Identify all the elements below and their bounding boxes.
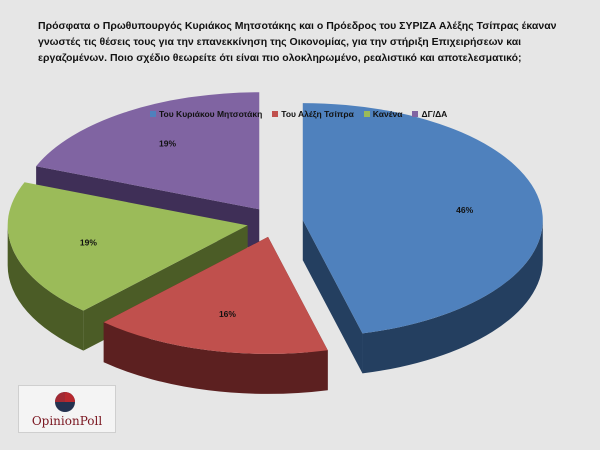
legend-label-dk: ΔΓ/ΔΑ <box>421 109 448 119</box>
pie-slice-dk <box>36 92 260 210</box>
pie-side-mitsotakis <box>362 220 543 374</box>
page-title: Πρόσφατα ο Πρωθυπουργός Κυριάκος Μητσοτά… <box>38 20 557 64</box>
pie-side-none <box>7 225 84 351</box>
logo-text: OpinionPoll <box>31 414 103 428</box>
pie-slice-mitsotakis <box>302 103 543 334</box>
pie-slice-tsipras <box>103 236 328 354</box>
legend-item-tsipras: Του Αλέξη Τσίπρα <box>272 109 354 119</box>
legend-swatch-none <box>363 111 370 117</box>
pie-side-tsipras <box>103 322 328 394</box>
pie-label-mitsotakis: 46% <box>456 205 473 215</box>
legend-item-dk: ΔΓ/ΔΑ <box>412 109 447 119</box>
opinionpoll-logo: OpinionPoll <box>18 385 116 433</box>
pie-label-tsipras: 16% <box>219 309 236 319</box>
legend-label-none: Κανένα <box>372 109 403 119</box>
legend-item-none: Κανένα <box>363 109 403 119</box>
chart-legend: Του Κυριάκου Μητσοτάκη Του Αλέξη Τσίπρα … <box>150 109 447 119</box>
pie-label-none: 19% <box>80 238 97 248</box>
legend-label-mitsotakis: Του Κυριάκου Μητσοτάκη <box>159 109 263 119</box>
legend-swatch-tsipras <box>272 111 279 117</box>
pie-wall-mitsotakis <box>302 220 363 374</box>
legend-label-tsipras: Του Αλέξη Τσίπρα <box>281 109 354 119</box>
legend-swatch-dk <box>412 111 419 117</box>
legend-swatch-mitsotakis <box>150 111 156 117</box>
pie-slice-none <box>7 182 248 311</box>
logo-globe-icon <box>55 392 75 412</box>
legend-item-mitsotakis: Του Κυριάκου Μητσοτάκη <box>150 109 262 119</box>
pie-label-dk: 19% <box>159 138 176 148</box>
